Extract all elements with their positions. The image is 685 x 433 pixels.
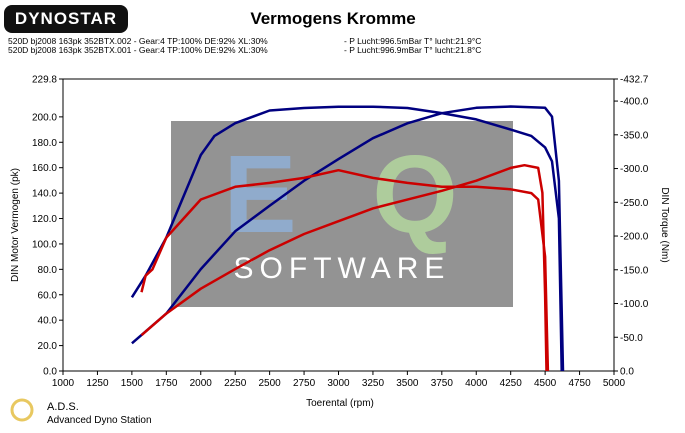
y-tick-label: 100.0	[32, 239, 57, 250]
x-tick-label: 5000	[603, 378, 626, 389]
x-tick-label: 1000	[52, 378, 75, 389]
x-tick-label: 2500	[259, 378, 282, 389]
x-tick-label: 2250	[224, 378, 247, 389]
x-tick-label: 2000	[190, 378, 213, 389]
x-axis-label: Toerental (rpm)	[306, 398, 374, 409]
watermark-text: SOFTWARE	[234, 252, 451, 285]
x-tick-label: 1250	[86, 378, 109, 389]
y-tick-label: 120.0	[32, 214, 57, 225]
x-tick-label: 2750	[293, 378, 316, 389]
series-line	[130, 105, 563, 372]
series-line	[140, 168, 550, 372]
x-tick-label: 4750	[568, 378, 591, 389]
x-tick-label: 3000	[327, 378, 350, 389]
y2-tick-label: -50.0	[620, 333, 643, 344]
y2-tick-label: -200.0	[620, 232, 649, 243]
logo: DYNOSTAR	[15, 9, 117, 28]
y-tick-label: 140.0	[32, 189, 57, 200]
footer-title: A.D.S.	[47, 401, 79, 413]
x-tick-label: 4000	[465, 378, 488, 389]
watermark-box	[171, 121, 513, 307]
legend-extra: - P Lucht:996.5mBar T° lucht:21.9°C	[344, 36, 481, 46]
logo-box	[4, 5, 128, 33]
x-tick-label: 1750	[155, 378, 178, 389]
x-tick-label: 4250	[500, 378, 523, 389]
y2-tick-label: -100.0	[620, 299, 649, 310]
series-line	[131, 105, 565, 372]
y-tick-label: 80.0	[38, 265, 58, 276]
y-tick-label: 0.0	[43, 367, 57, 378]
footer-logo	[10, 398, 34, 422]
x-tick-label: 4500	[534, 378, 557, 389]
y-tick-label: 229.8	[32, 75, 57, 86]
y2-axis-label: DIN Torque (Nm)	[659, 187, 670, 262]
legend-entry: 520D bj2008 163pk 352BTX.001 - Gear:4 TP…	[8, 45, 268, 55]
legend: 520D bj2008 163pk 352BTX.002 - Gear:4 TP…	[8, 36, 481, 55]
x-tick-label: 3750	[431, 378, 454, 389]
y2-tick-label: -250.0	[620, 198, 649, 209]
y2-tick-label: 0.0	[620, 367, 634, 378]
y2-tick-label: -300.0	[620, 164, 649, 175]
y-tick-label: 60.0	[38, 290, 58, 301]
footer-subtitle: Advanced Dyno Station	[47, 415, 152, 426]
y-tick-label: 40.0	[38, 316, 58, 327]
series-line	[140, 163, 548, 372]
chart-title: Vermogens Kromme	[250, 9, 415, 28]
y-tick-label: 160.0	[32, 163, 57, 174]
y-tick-label: 200.0	[32, 112, 57, 123]
legend-extra: - P Lucht:996.9mBar T° lucht:21.8°C	[344, 45, 481, 55]
y-axis-label: DIN Motor Vermogen (pk)	[10, 168, 21, 282]
x-tick-label: 3500	[396, 378, 419, 389]
y2-tick-label: -400.0	[620, 97, 649, 108]
x-tick-label: 3250	[362, 378, 385, 389]
watermark-letter: Q	[372, 133, 458, 256]
y2-tick-label: -350.0	[620, 130, 649, 141]
x-tick-label: 1500	[121, 378, 144, 389]
legend-entry: 520D bj2008 163pk 352BTX.002 - Gear:4 TP…	[8, 36, 268, 46]
y2-tick-label: -150.0	[620, 265, 649, 276]
y-tick-label: 20.0	[38, 341, 58, 352]
y-tick-label: 180.0	[32, 138, 57, 149]
y2-tick-label: -432.7	[620, 75, 649, 86]
